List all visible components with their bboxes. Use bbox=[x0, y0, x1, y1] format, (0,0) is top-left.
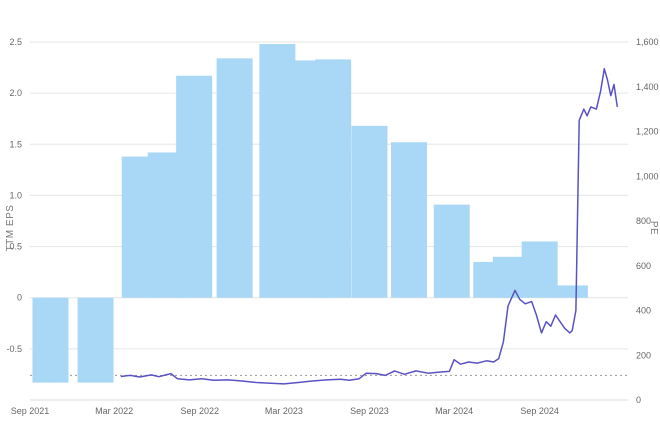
right-tick-label: 1,200 bbox=[636, 127, 659, 137]
right-tick-label: 1,600 bbox=[636, 37, 659, 47]
left-axis-label: TTM EPS bbox=[5, 205, 16, 252]
eps-bar bbox=[259, 44, 296, 298]
right-tick-label: 600 bbox=[636, 261, 651, 271]
eps-bar bbox=[32, 297, 69, 383]
eps-bar bbox=[315, 59, 352, 298]
eps-bar bbox=[216, 58, 253, 298]
right-axis-ticks: 1,600 1,400 1,200 1,000 800 600 400 200 0 bbox=[636, 37, 659, 405]
x-tick-label: Sep 2022 bbox=[180, 406, 219, 416]
right-axis-label: PE bbox=[648, 221, 659, 235]
right-tick-label: 1,000 bbox=[636, 171, 659, 181]
pe-line-layer bbox=[120, 68, 619, 385]
left-tick-label: 1.0 bbox=[9, 190, 22, 200]
right-tick-label: 400 bbox=[636, 306, 651, 316]
left-axis-ticks: 2.5 2.0 1.5 1.0 0.5 0 -0.5 bbox=[6, 37, 22, 354]
x-tick-label: Mar 2024 bbox=[435, 406, 473, 416]
eps-bars bbox=[32, 44, 588, 383]
eps-bar bbox=[351, 125, 388, 298]
eps-bar bbox=[433, 204, 470, 298]
left-tick-label: 0.5 bbox=[9, 242, 22, 252]
left-tick-label: -0.5 bbox=[6, 344, 22, 354]
x-tick-label: Sep 2023 bbox=[350, 406, 389, 416]
eps-bar bbox=[390, 142, 427, 298]
left-tick-label: 2.5 bbox=[9, 37, 22, 47]
eps-bar bbox=[551, 285, 588, 298]
eps-bar bbox=[77, 297, 114, 383]
x-tick-label: Mar 2023 bbox=[265, 406, 303, 416]
pe-line bbox=[120, 68, 619, 385]
x-tick-label: Sep 2024 bbox=[520, 406, 559, 416]
eps-bar bbox=[176, 75, 213, 298]
left-tick-label: 0 bbox=[17, 293, 22, 303]
x-tick-label: Sep 2021 bbox=[11, 406, 50, 416]
right-tick-label: 0 bbox=[636, 395, 641, 405]
x-tick-label: Mar 2022 bbox=[95, 406, 133, 416]
eps-bar bbox=[521, 241, 558, 298]
right-tick-label: 200 bbox=[636, 350, 651, 360]
right-tick-label: 800 bbox=[636, 216, 651, 226]
right-tick-label: 1,400 bbox=[636, 82, 659, 92]
left-tick-label: 1.5 bbox=[9, 139, 22, 149]
x-axis-ticks: Sep 2021 Mar 2022 Sep 2022 Mar 2023 Sep 2023… bbox=[11, 406, 559, 416]
left-tick-label: 2.0 bbox=[9, 88, 22, 98]
